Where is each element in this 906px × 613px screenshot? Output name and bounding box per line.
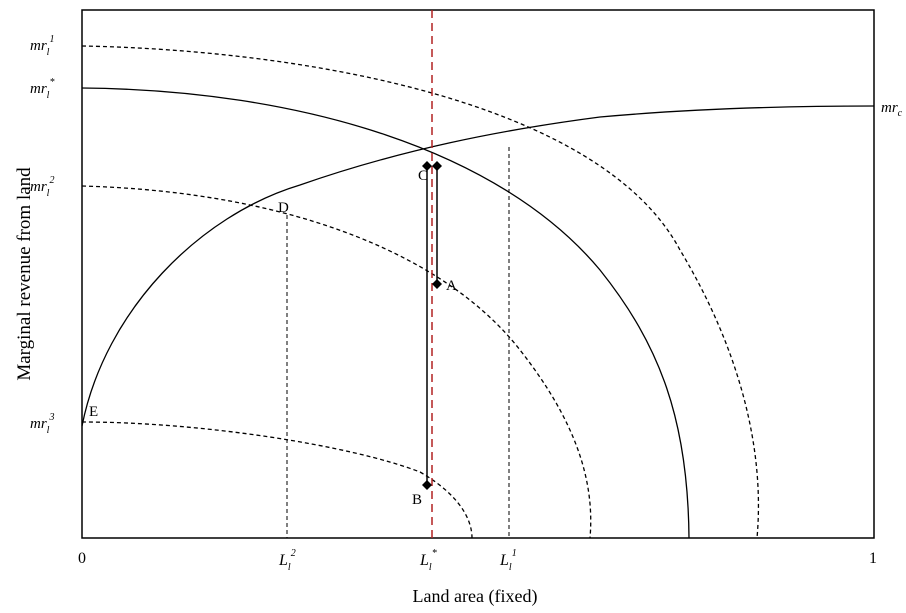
- x-marker-l2-label: Ll2: [278, 548, 296, 573]
- point-c-marker-right: [432, 161, 442, 171]
- x-tick-zero: 0: [78, 550, 86, 567]
- mr-l2-label: mrl2: [30, 175, 54, 199]
- mr-l3-label: mrl3: [30, 412, 54, 436]
- y-axis-title: Marginal revenue from land: [14, 167, 35, 381]
- point-d-label: D: [278, 200, 289, 216]
- point-e-label: E: [89, 404, 98, 420]
- x-marker-l-star-label: Ll*: [419, 548, 437, 573]
- point-a-label: A: [446, 278, 457, 294]
- point-c-marker-left: [422, 161, 432, 171]
- point-b-marker: [422, 480, 432, 490]
- x-tick-one: 1: [869, 550, 877, 567]
- mr-l-star-curve: [81, 87, 690, 539]
- mr-c-curve: [81, 105, 875, 427]
- mr-l-star-label: mrl*: [30, 77, 54, 101]
- point-b-label: B: [412, 492, 422, 508]
- point-c-label: C: [418, 168, 428, 184]
- mr-l1-curve: [81, 45, 760, 539]
- plot-frame: [81, 9, 875, 539]
- mr-l1-label: mrl1: [30, 34, 54, 58]
- mr-l2-curve: [81, 185, 592, 539]
- x-marker-l1-label: Ll1: [499, 548, 517, 573]
- point-a-marker: [432, 279, 442, 289]
- mr-l3-curve: [81, 421, 473, 539]
- x-axis-title: Land area (fixed): [413, 586, 538, 607]
- mr-c-label: mrc: [881, 100, 903, 119]
